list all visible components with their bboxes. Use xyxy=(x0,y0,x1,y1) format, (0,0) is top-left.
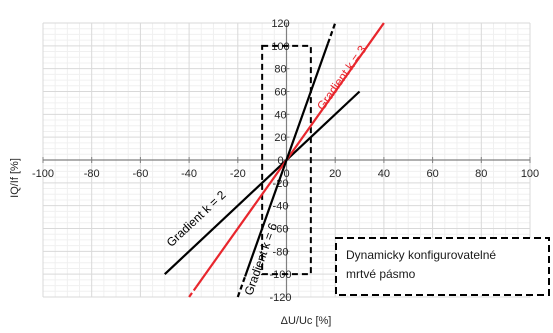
x-tick-label: 80 xyxy=(475,168,487,180)
y-tick-label: -60 xyxy=(273,224,289,236)
y-tick-label: 0 xyxy=(277,155,283,167)
series-label-k3: Gradient k = 3 xyxy=(314,43,369,113)
x-tick-label: -80 xyxy=(84,168,100,180)
x-tick-label: 0 xyxy=(283,168,289,180)
x-tick-label: 100 xyxy=(521,168,539,180)
annotation-line-2: mrtvé pásmo xyxy=(346,267,416,281)
y-tick-label: 60 xyxy=(274,87,286,99)
annotation-box xyxy=(335,237,550,296)
x-tick-label: 20 xyxy=(329,168,341,180)
y-tick-label: -80 xyxy=(273,246,289,258)
series xyxy=(163,22,385,298)
y-axis-title: IQ/If [%] xyxy=(9,158,21,198)
series-k2-line xyxy=(163,90,361,275)
deadband-annotation: Dynamicky konfigurovatelné mrtvé pásmo xyxy=(335,237,550,296)
x-tick-label: -100 xyxy=(32,168,54,180)
deadband-region xyxy=(261,44,312,276)
x-axis-title: ΔU/Uc [%] xyxy=(281,315,332,327)
y-tick-label: -100 xyxy=(269,269,291,281)
x-tick-label: -60 xyxy=(132,168,148,180)
series-k6-dashed-extension xyxy=(326,22,337,44)
y-tick-label: 100 xyxy=(271,41,289,53)
annotation-line-1: Dynamicky konfigurovatelné xyxy=(346,248,496,262)
x-tick-labels: -100 -80 -60 -40 -20 0 20 40 60 80 100 xyxy=(32,168,539,180)
y-tick-label: -120 xyxy=(269,292,291,304)
deadband-outline xyxy=(261,44,312,276)
x-tick-label: 40 xyxy=(378,168,390,180)
x-tick-label: 60 xyxy=(426,168,438,180)
y-tick-label: -40 xyxy=(273,201,289,213)
y-tick-label: 120 xyxy=(271,18,289,30)
series-k6-dashed-extension xyxy=(236,276,247,298)
x-tick-label: -20 xyxy=(230,168,246,180)
y-tick-label: 40 xyxy=(274,109,286,121)
y-tick-label: 20 xyxy=(274,132,286,144)
y-tick-label: 80 xyxy=(274,64,286,76)
x-tick-label: -40 xyxy=(181,168,197,180)
series-k3-line xyxy=(195,22,385,288)
series-k3-dashed-extension xyxy=(188,286,198,298)
series-k6-line xyxy=(244,43,329,277)
